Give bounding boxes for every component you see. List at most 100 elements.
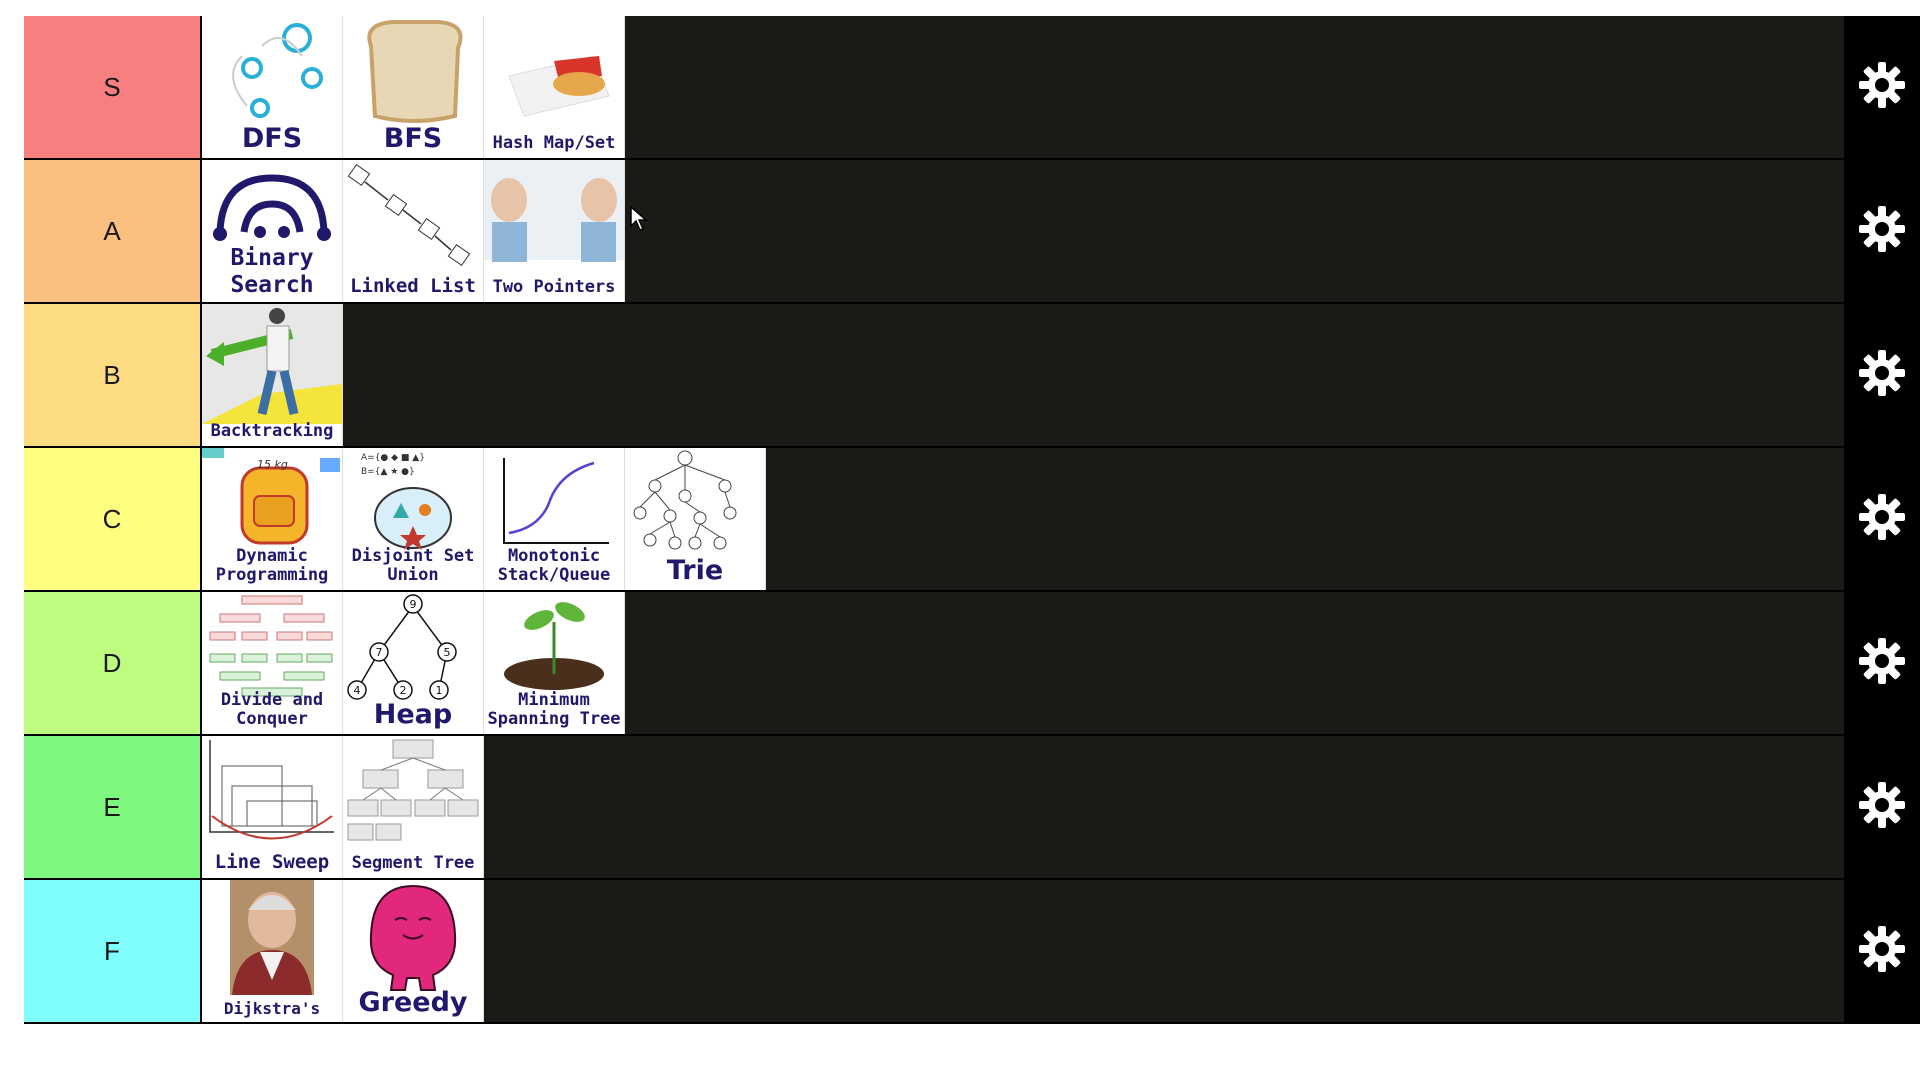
- two-people-pointing-icon: [484, 160, 624, 262]
- tier-item-card[interactable]: BFS: [343, 16, 484, 158]
- tier-item-card[interactable]: Monotonic Stack/Queue: [484, 448, 625, 590]
- tier-settings-button[interactable]: [1844, 448, 1920, 590]
- tier-items[interactable]: 15 kg Dynamic Programming A={● ◆ ■ ▲} B={…: [202, 448, 1920, 590]
- tier-label[interactable]: C: [24, 448, 202, 590]
- trie-tree-icon: [633, 450, 737, 550]
- tier-item-card[interactable]: Two Pointers: [484, 160, 625, 302]
- tier-items[interactable]: Line Sweep Segment Tree: [202, 736, 1920, 878]
- tier-item-caption: Dijkstra's: [223, 998, 321, 1018]
- tier-label[interactable]: E: [24, 736, 202, 878]
- tier-item-card[interactable]: Trie: [625, 448, 766, 590]
- tier-row-d: D Divide and Conquer 9 7 5 4 2 1 Heap Minimu…: [24, 592, 1920, 734]
- tier-settings-button[interactable]: [1844, 160, 1920, 302]
- tier-item-card[interactable]: DFS: [202, 16, 343, 158]
- dijkstra-portrait-icon: [230, 880, 314, 995]
- tier-item-card[interactable]: Greedy: [343, 880, 484, 1022]
- tier-label[interactable]: D: [24, 592, 202, 734]
- svg-text:4: 4: [354, 684, 361, 697]
- tier-row-c: C 15 kg Dynamic Programming A={● ◆ ■ ▲} B…: [24, 448, 1920, 590]
- tier-items[interactable]: Binary Search Linked List Two Pointers: [202, 160, 1920, 302]
- svg-text:B={▲ ★ ●}: B={▲ ★ ●}: [361, 467, 415, 477]
- tier-item-card[interactable]: A={● ◆ ■ ▲} B={▲ ★ ●} Disjoint Set Union: [343, 448, 484, 590]
- svg-text:7: 7: [376, 646, 383, 659]
- tier-item-caption: Trie: [666, 554, 724, 586]
- tier-item-caption: Heap: [373, 698, 453, 730]
- bread-slice-icon: [367, 20, 463, 123]
- segment-tree-icon: [347, 739, 479, 841]
- walking-man-arrow-icon: [202, 304, 342, 424]
- svg-text:A={● ◆ ■ ▲}: A={● ◆ ■ ▲}: [361, 453, 425, 463]
- tier-item-caption: BFS: [383, 122, 443, 154]
- hashbrown-icon: [508, 55, 610, 117]
- tier-row-b: B Backtracking: [24, 304, 1920, 446]
- tier-item-caption: Two Pointers: [492, 277, 616, 298]
- svg-text:5: 5: [444, 646, 451, 659]
- disjoint-set-venn-icon: A={● ◆ ■ ▲} B={▲ ★ ●}: [361, 453, 452, 550]
- tier-item-card[interactable]: Dijkstra's: [202, 880, 343, 1022]
- tier-item-caption: Divide and Conquer: [220, 689, 324, 730]
- tier-item-card[interactable]: Hash Map/Set: [484, 16, 625, 158]
- tier-label[interactable]: F: [24, 880, 202, 1022]
- svg-text:2: 2: [400, 684, 407, 697]
- tier-items[interactable]: Dijkstra's Greedy: [202, 880, 1920, 1022]
- tier-settings-button[interactable]: [1844, 592, 1920, 734]
- tier-item-card[interactable]: Backtracking: [202, 304, 343, 446]
- svg-text:9: 9: [410, 598, 417, 611]
- tier-item-caption: Linked List: [350, 275, 476, 298]
- tier-item-card[interactable]: Segment Tree: [343, 736, 484, 878]
- gear-icon: [1857, 924, 1907, 978]
- gear-icon: [1857, 60, 1907, 114]
- gear-icon: [1857, 204, 1907, 258]
- tier-item-card[interactable]: Divide and Conquer: [202, 592, 343, 734]
- divide-conquer-tree-icon: [209, 595, 333, 697]
- tier-item-card[interactable]: Linked List: [343, 160, 484, 302]
- tier-items[interactable]: DFS BFS Hash Map/Set: [202, 16, 1920, 158]
- tier-item-caption: Backtracking: [210, 421, 334, 442]
- dfs-graph-icon: [232, 23, 323, 118]
- monotonic-curve-icon: [503, 458, 609, 544]
- line-sweep-chart-icon: [209, 740, 334, 840]
- tier-row-s: S DFS BFS Hash Map/Set: [24, 16, 1920, 158]
- tier-row-f: F Dijkstra's Greedy: [24, 880, 1920, 1022]
- tier-settings-button[interactable]: [1844, 880, 1920, 1022]
- tier-settings-button[interactable]: [1844, 304, 1920, 446]
- tier-item-caption: Dynamic Programming: [215, 545, 329, 586]
- tier-label[interactable]: A: [24, 160, 202, 302]
- tier-item-caption: Hash Map/Set: [492, 133, 616, 154]
- tier-item-caption: Disjoint Set Union: [351, 545, 475, 586]
- tier-item-caption: Greedy: [358, 986, 468, 1018]
- tier-item-caption: Monotonic Stack/Queue: [497, 545, 611, 586]
- svg-text:15 kg: 15 kg: [257, 458, 288, 471]
- tier-item-card[interactable]: 15 kg Dynamic Programming: [202, 448, 343, 590]
- tier-items[interactable]: Backtracking: [202, 304, 1920, 446]
- tier-item-caption: Line Sweep: [214, 851, 330, 874]
- mouse-cursor-icon: [630, 206, 648, 231]
- tier-label[interactable]: B: [24, 304, 202, 446]
- tier-item-card[interactable]: Line Sweep: [202, 736, 343, 878]
- binary-search-arcs-icon: [213, 174, 331, 241]
- tier-row-a: A Binary Search Linked List Two Pointers: [24, 160, 1920, 302]
- tier-item-card[interactable]: Minimum Spanning Tree: [484, 592, 625, 734]
- pink-blob-character-icon: [369, 884, 457, 991]
- tier-item-caption: DFS: [241, 122, 303, 154]
- tier-row-e: E Line Sweep Segment Tree: [24, 736, 1920, 878]
- tier-item-caption: Binary Search: [230, 245, 314, 298]
- tier-label[interactable]: S: [24, 16, 202, 158]
- tier-item-caption: Minimum Spanning Tree: [487, 689, 621, 730]
- svg-text:1: 1: [436, 684, 443, 697]
- gear-icon: [1857, 636, 1907, 690]
- tier-settings-button[interactable]: [1844, 16, 1920, 158]
- tier-list: S DFS BFS Hash Map/Set A Binary Search L…: [24, 16, 1920, 1024]
- gear-icon: [1857, 348, 1907, 402]
- backpack-icon: 15 kg: [202, 448, 340, 545]
- heap-tree-icon: 9 7 5 4 2 1: [347, 594, 457, 700]
- tier-settings-button[interactable]: [1844, 736, 1920, 878]
- gear-icon: [1857, 780, 1907, 834]
- tier-item-caption: Segment Tree: [351, 853, 475, 874]
- tier-items[interactable]: Divide and Conquer 9 7 5 4 2 1 Heap Minimum …: [202, 592, 1920, 734]
- seedling-icon: [504, 602, 604, 690]
- gear-icon: [1857, 492, 1907, 546]
- tier-item-card[interactable]: 9 7 5 4 2 1 Heap: [343, 592, 484, 734]
- tier-item-card[interactable]: Binary Search: [202, 160, 343, 302]
- linked-list-nodes-icon: [347, 163, 471, 267]
